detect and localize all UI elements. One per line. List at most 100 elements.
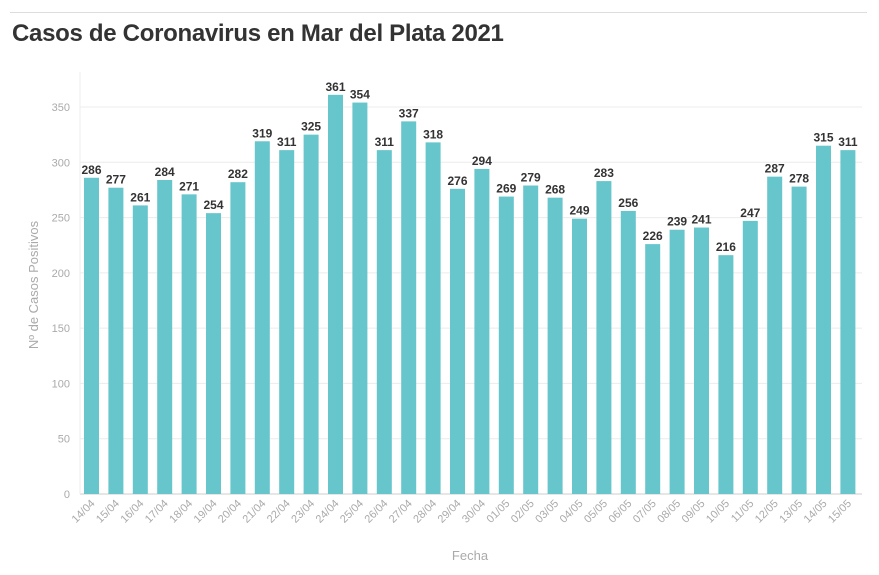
data-label: 319 <box>252 126 272 140</box>
data-label: 278 <box>789 172 809 186</box>
x-tick-label: 11/05 <box>729 498 756 525</box>
bar <box>157 179 173 494</box>
y-tick-label: 50 <box>58 434 70 446</box>
x-tick-label: 01/05 <box>484 498 512 526</box>
data-label: 277 <box>106 173 126 187</box>
data-label: 249 <box>569 204 589 218</box>
data-label: 284 <box>155 165 175 179</box>
chart-title: Casos de Coronavirus en Mar del Plata 20… <box>12 20 504 47</box>
top-divider <box>10 12 867 13</box>
bar <box>523 185 539 494</box>
y-tick-label: 250 <box>52 213 70 225</box>
x-tick-label: 04/05 <box>558 498 586 526</box>
bar <box>450 188 465 494</box>
data-label: 337 <box>399 106 419 120</box>
data-label: 269 <box>496 182 516 196</box>
x-axis-title: Fecha <box>452 548 489 563</box>
data-label: 354 <box>350 88 370 102</box>
bar <box>669 229 685 494</box>
bar <box>352 102 368 494</box>
data-label: 311 <box>375 135 395 149</box>
data-label: 268 <box>545 183 565 197</box>
data-label: 261 <box>130 190 150 204</box>
x-tick-label: 18/04 <box>167 498 195 526</box>
bars: 286 277 261 284 271 254 282 319 311 325 361 354 311 3… <box>81 80 858 495</box>
data-label: 311 <box>277 135 297 149</box>
data-label: 325 <box>301 120 321 134</box>
bar <box>742 220 758 495</box>
x-tick-label: 22/04 <box>265 498 293 526</box>
x-tick-label: 14/05 <box>802 498 830 526</box>
y-axis-title: Nº de Casos Positivos <box>26 220 41 349</box>
data-label: 271 <box>179 179 199 193</box>
y-tick-label: 350 <box>52 102 70 114</box>
x-tick-label: 21/04 <box>240 498 268 526</box>
data-label: 256 <box>618 196 638 210</box>
bar <box>230 182 246 494</box>
data-label: 247 <box>740 206 760 220</box>
x-tick-label: 19/04 <box>192 498 220 526</box>
data-label: 311 <box>838 135 858 149</box>
x-tick-label: 13/05 <box>777 498 805 526</box>
data-label: 287 <box>765 162 785 176</box>
bar <box>376 150 392 494</box>
y-tick-label: 100 <box>52 378 70 390</box>
data-label: 254 <box>203 198 223 212</box>
x-tick-label: 25/04 <box>338 498 366 526</box>
bar <box>132 205 148 494</box>
x-tick-label: 23/04 <box>289 498 317 526</box>
data-label: 318 <box>423 127 443 141</box>
x-tick-label: 08/05 <box>655 498 683 526</box>
data-label: 239 <box>667 215 687 229</box>
x-tick-label: 07/05 <box>631 498 659 526</box>
bar <box>694 227 709 494</box>
bar <box>816 145 831 494</box>
x-tick-label: 10/05 <box>704 498 732 526</box>
x-tick-label: 27/04 <box>387 498 415 526</box>
bar <box>620 210 636 495</box>
x-tick-label: 12/05 <box>753 498 781 526</box>
x-tick-label: 28/04 <box>411 498 439 526</box>
y-tick-label: 300 <box>52 157 70 169</box>
data-label: 294 <box>472 154 492 168</box>
data-label: 282 <box>228 167 248 181</box>
bar <box>401 121 417 495</box>
data-label: 226 <box>643 229 663 243</box>
bar <box>279 150 295 494</box>
data-label: 216 <box>716 240 736 254</box>
bar <box>645 244 661 494</box>
bar <box>718 255 734 494</box>
x-tick-label: 02/05 <box>509 498 537 526</box>
x-tick-label: 29/04 <box>436 498 464 526</box>
bar <box>181 194 197 494</box>
bar <box>572 218 587 495</box>
bar <box>328 94 343 494</box>
data-label: 279 <box>521 171 541 185</box>
bar <box>206 213 221 495</box>
bar <box>84 177 99 494</box>
data-label: 361 <box>325 80 345 94</box>
x-ticks: 14/0415/0416/0417/0418/0419/0420/0421/04… <box>70 498 854 526</box>
bar <box>474 168 490 495</box>
y-tick-label: 150 <box>52 323 70 335</box>
bar <box>596 181 612 494</box>
x-tick-label: 06/05 <box>606 498 634 526</box>
bar <box>108 187 124 494</box>
bar <box>425 142 441 494</box>
bar <box>547 197 563 494</box>
x-tick-label: 30/04 <box>460 498 488 526</box>
data-label: 276 <box>447 174 467 188</box>
x-tick-label: 20/04 <box>216 498 244 526</box>
bar <box>791 186 807 494</box>
x-tick-label: 15/05 <box>826 498 854 526</box>
bar <box>254 141 270 494</box>
bar <box>303 134 319 494</box>
y-tick-label: 200 <box>52 268 70 280</box>
bar <box>840 150 856 494</box>
data-label: 315 <box>813 131 833 145</box>
x-tick-label: 16/04 <box>118 498 146 526</box>
data-label: 283 <box>594 166 614 180</box>
x-tick-label: 15/04 <box>94 498 122 526</box>
x-tick-label: 09/05 <box>680 498 708 526</box>
